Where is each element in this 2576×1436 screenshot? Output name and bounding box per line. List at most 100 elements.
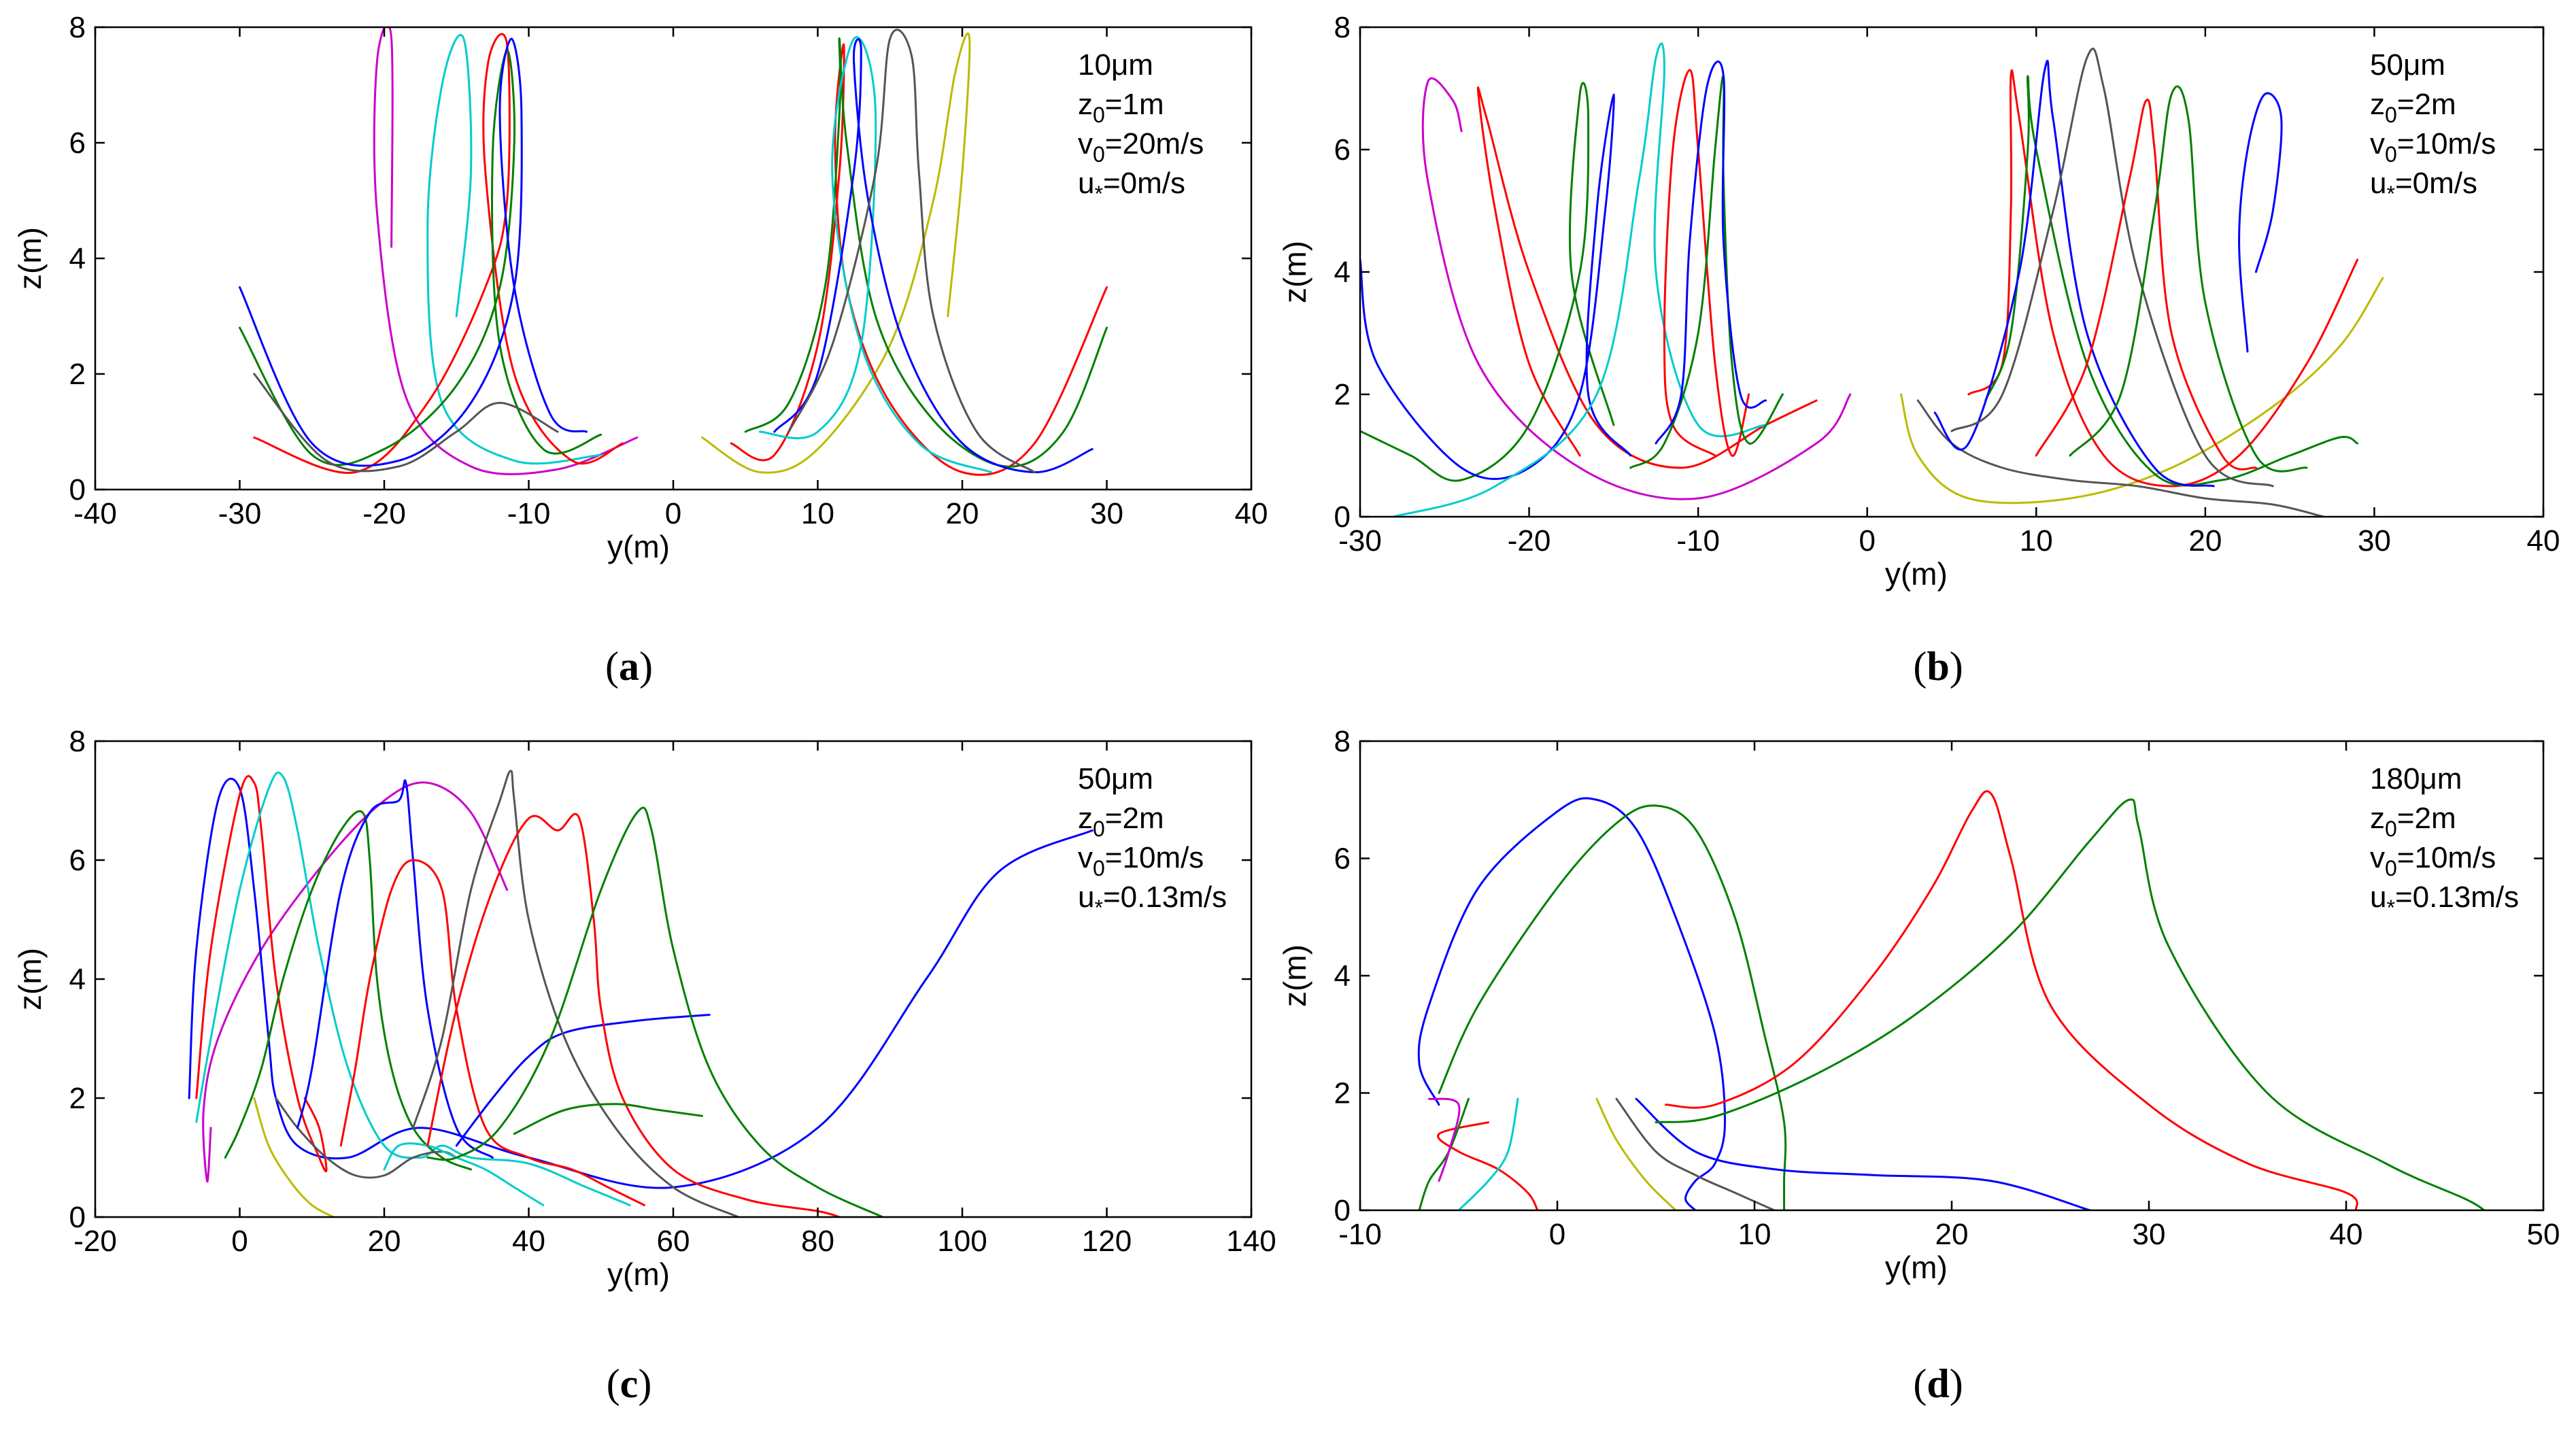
y-tick-label: 4 [69,963,86,996]
annotation-line-1: 180μm [2370,762,2462,796]
series-line-cyan [195,771,631,1206]
panel-label: (d) [1913,1361,1963,1406]
series-line-black [1916,399,2325,517]
series-line-magenta [373,27,639,475]
annotation-line-1: 50μm [2370,48,2445,82]
annotation-line-2: z0=2m [2370,88,2456,127]
series-line-red4 [2035,99,2257,471]
series-line-blue3 [1933,59,2215,488]
y-axis-label: z(m) [12,948,48,1010]
y-tick-label: 4 [1334,256,1351,289]
x-tick-label: 20 [2188,524,2222,558]
x-tick-label: -40 [73,497,117,530]
series-line-yellow [1595,1097,1677,1210]
x-axis-label: y(m) [1885,556,1948,592]
series-line-black [275,1097,458,1179]
annotation-line-4: u*=0m/s [2370,167,2477,206]
annotation-line-4: u*=0.13m/s [1078,881,1227,920]
series-line-blue2 [773,38,1094,474]
y-tick-label: 6 [69,844,86,877]
x-axis-label: y(m) [607,1256,670,1292]
x-axis-label: y(m) [607,529,670,564]
chart-panel-3: -20 0 20 40 60 80 100 120 14002468y(m)z(m)50μmz0… [12,725,1276,1406]
annotation-line-2: z0=2m [2370,802,2456,841]
series-line-black [1615,1097,1776,1210]
series-group [188,770,1094,1217]
series-line-red [1437,1121,1539,1210]
annotation-line-3: v0=20m/s [1078,127,1204,167]
x-tick-label: -30 [218,497,262,530]
y-tick-label: 0 [69,473,86,507]
y-tick-label: 0 [1334,500,1351,534]
x-tick-label: 50 [2527,1218,2560,1251]
annotation-line-1: 10μm [1078,48,1153,82]
annotation-line-1: 50μm [1078,762,1153,796]
series-line-yellow [253,1097,335,1217]
x-tick-label: -10 [1676,524,1720,558]
x-tick-label: 40 [2527,524,2560,558]
x-tick-label: 20 [946,497,979,530]
x-tick-label: 0 [231,1225,248,1258]
y-axis-label: z(m) [1277,944,1312,1007]
series-line-blue [188,777,1094,1189]
x-tick-label: 40 [2330,1218,2363,1251]
series-line-blue2 [1635,1097,2091,1210]
series-line-blue [1360,93,1632,480]
series-line-yellow [1899,277,2384,505]
chart-panel-4: -10 0 10 20 30 40 5002468y(m)z(m)180μmz0=2mv0=… [1277,725,2560,1406]
x-tick-label: 0 [1549,1218,1565,1251]
y-tick-label: 6 [1334,842,1351,876]
series-group [239,27,1108,476]
annotation-line-3: v0=10m/s [2370,127,2496,167]
y-tick-label: 8 [69,11,86,44]
y-tick-label: 2 [69,1082,86,1115]
y-tick-label: 4 [69,242,86,275]
panel-label: (b) [1913,644,1963,689]
y-axis-label: z(m) [12,227,48,290]
x-tick-label: 20 [1935,1218,1969,1251]
y-tick-label: 2 [1334,378,1351,411]
series-line-blue [239,37,588,467]
panel-label: (a) [605,644,653,689]
x-tick-label: -20 [73,1225,117,1258]
series-line-magenta [1428,1097,1461,1182]
annotation-line-4: u*=0.13m/s [2370,881,2519,920]
series-line-green [239,49,603,466]
series-line-green2 [744,37,1108,468]
y-tick-label: 8 [1334,725,1351,758]
y-tick-label: 8 [69,725,86,758]
annotation-line-2: z0=1m [1078,88,1164,127]
x-tick-label: 120 [1082,1225,1132,1258]
series-line-green [1360,82,1615,482]
series-line-green3 [1984,75,2359,487]
series-line-red2 [1663,69,1750,457]
series-line-magenta [1421,77,1852,500]
y-tick-label: 2 [1334,1077,1351,1110]
series-line-red2 [1665,790,2358,1210]
series-line-black2 [787,29,1036,473]
x-tick-label: 30 [2358,524,2391,558]
annotation-line-2: z0=2m [1078,802,1164,841]
series-line-black3 [1950,48,2274,488]
x-axis-label: y(m) [1885,1250,1948,1285]
x-tick-label: 80 [801,1225,834,1258]
annotation-line-3: v0=10m/s [2370,841,2496,881]
x-tick-label: 10 [2020,524,2053,558]
series-line-blue3 [455,1014,711,1147]
x-tick-label: -10 [507,497,551,530]
series-line-cyan2 [759,36,992,473]
x-tick-label: 10 [801,497,834,530]
x-tick-label: -20 [1508,524,1551,558]
series-line-green [224,810,472,1171]
series-line-blue [1417,797,1726,1210]
y-tick-label: 2 [69,358,86,391]
panel-label: (c) [607,1361,652,1406]
series-line-green4 [2069,85,2308,473]
series-line-blue2 [296,779,494,1159]
x-tick-label: 40 [512,1225,545,1258]
series-line-blue2 [1655,60,1767,445]
x-tick-label: 140 [1226,1225,1276,1258]
series-line-blue4 [2238,92,2283,353]
y-tick-label: 8 [1334,11,1351,44]
x-tick-label: 0 [665,497,681,530]
